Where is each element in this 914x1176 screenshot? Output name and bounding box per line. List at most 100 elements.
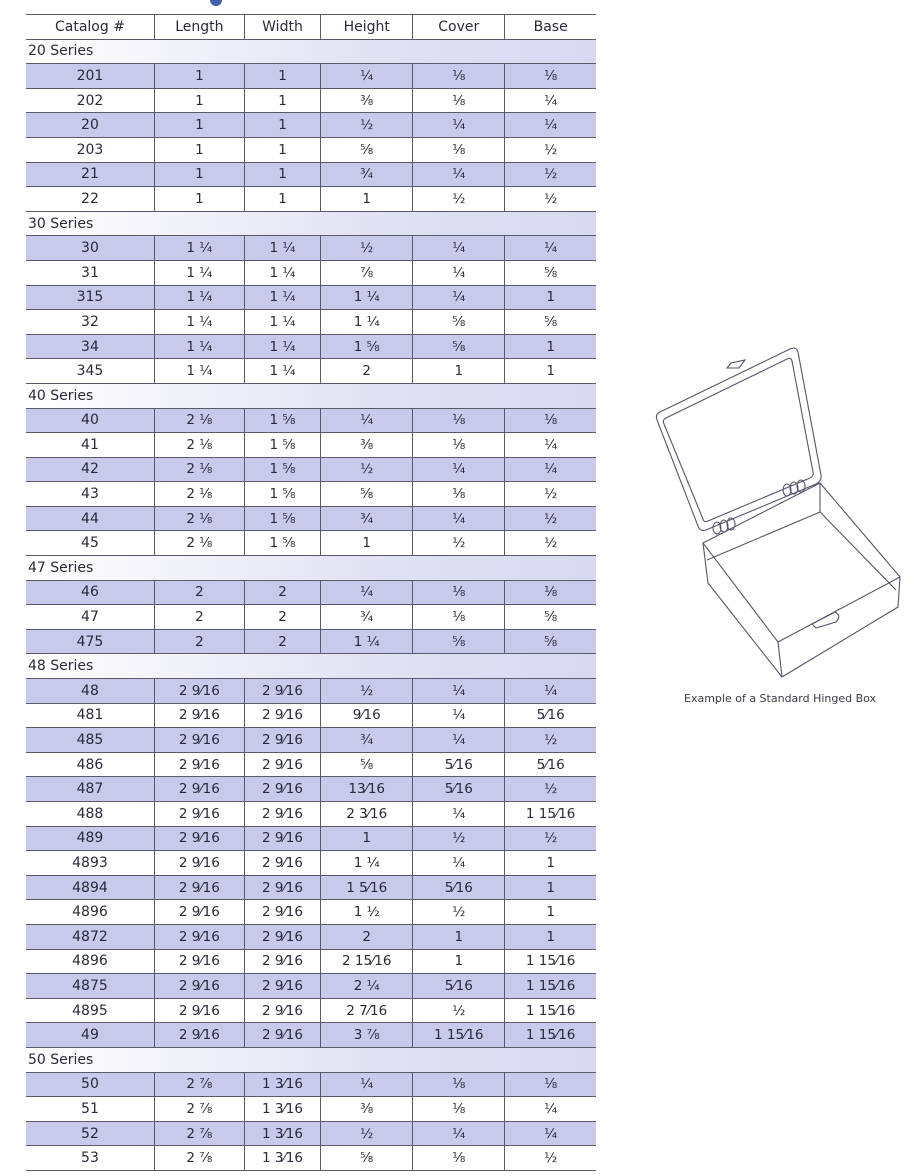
cell-height: 1 [320,530,413,557]
cell-cover: 5⁄16 [412,776,505,802]
cell-width: 2 9⁄16 [243,703,321,729]
cell-base: 1 15⁄16 [504,973,596,999]
series-header-row: 50 Series [26,1047,596,1073]
cell-base: ½ [504,826,596,852]
cell-width: 1 ¼ [243,358,321,384]
cell-length: 2 ⅛ [153,408,245,434]
cell-height: 1 ½ [320,899,413,925]
cell-height: 2 ¼ [320,973,413,999]
column-header-catalog: Catalog # [26,14,155,40]
cell-cover: ½ [412,899,505,925]
cell-width: 2 9⁄16 [243,924,321,950]
cell-base: ⅛ [504,1072,596,1098]
cell-width: 1 ¼ [243,334,321,360]
cell-length: 2 ⅛ [153,457,245,483]
cell-catalog: 475 [26,629,155,655]
cell-width: 2 9⁄16 [243,801,321,827]
cell-width: 2 [243,604,321,630]
cell-base: 1 15⁄16 [504,1022,596,1048]
cell-width: 2 9⁄16 [243,998,321,1024]
series-label: 30 Series [26,211,596,237]
cell-base: ¼ [504,1096,596,1122]
cell-cover: ¼ [412,1121,505,1147]
cell-catalog: 41 [26,432,155,458]
cell-catalog: 489 [26,826,155,852]
cell-cover: ¼ [412,727,505,753]
column-header-length: Length [153,14,245,40]
cell-width: 1 [243,112,321,138]
cell-catalog: 4896 [26,899,155,925]
cell-length: 2 9⁄16 [153,973,245,999]
cell-base: ½ [504,481,596,507]
cell-width: 2 [243,629,321,655]
cell-length: 1 ¼ [153,235,245,261]
cell-height: 9⁄16 [320,703,413,729]
cell-height: 2 3⁄16 [320,801,413,827]
cell-length: 1 [153,137,245,163]
cell-height: 2 [320,924,413,950]
cell-base: ¼ [504,1121,596,1147]
cell-length: 1 ¼ [153,309,245,335]
cell-base: ⅝ [504,260,596,286]
cell-cover: ¼ [412,801,505,827]
cell-base: ¼ [504,678,596,704]
cell-base: ½ [504,506,596,532]
cell-cover: ⅛ [412,1145,505,1171]
table-row: 4875 2 9⁄16 2 9⁄16 2 ¼ 5⁄16 1 15⁄16 [26,973,596,999]
cell-cover: ¼ [412,506,505,532]
cell-length: 2 [153,604,245,630]
table-row: 202 1 1 ⅜ ⅛ ¼ [26,88,596,114]
cell-height: ⅜ [320,88,413,114]
hinged-box-illustration [655,347,901,678]
cell-height: 2 [320,358,413,384]
cell-height: 2 15⁄16 [320,949,413,975]
cell-base: 1 [504,875,596,901]
cell-cover: ½ [412,530,505,557]
cell-length: 2 ⅛ [153,432,245,458]
series-header-row: 48 Series [26,653,596,680]
cell-base: ¼ [504,457,596,483]
cell-cover: 1 15⁄16 [412,1022,505,1048]
cell-catalog: 42 [26,457,155,483]
cell-cover: ½ [412,826,505,852]
cell-height: ¼ [320,408,413,434]
cell-catalog: 488 [26,801,155,827]
cell-catalog: 47 [26,604,155,630]
cell-base: ⅛ [504,63,596,89]
cell-cover: ⅛ [412,88,505,114]
table-row: 48 2 9⁄16 2 9⁄16 ½ ¼ ¼ [26,678,596,704]
cell-width: 1 ⅝ [243,432,321,458]
cell-catalog: 481 [26,703,155,729]
cell-length: 1 [153,162,245,188]
cell-length: 2 ⅛ [153,530,245,557]
table-row: 486 2 9⁄16 2 9⁄16 ⅝ 5⁄16 5⁄16 [26,752,596,778]
cell-base: ½ [504,137,596,163]
cell-base: ¼ [504,112,596,138]
cell-width: 1 ⅝ [243,530,321,557]
table-row: 485 2 9⁄16 2 9⁄16 ¾ ¼ ½ [26,727,596,753]
cell-height: ½ [320,457,413,483]
cell-base: 1 [504,899,596,925]
cell-width: 1 [243,88,321,114]
cell-base: ½ [504,162,596,188]
cell-length: 2 9⁄16 [153,1022,245,1048]
cell-catalog: 45 [26,530,155,557]
cell-width: 2 9⁄16 [243,949,321,975]
cell-length: 2 9⁄16 [153,826,245,852]
cell-base: ¼ [504,432,596,458]
cell-width: 1 ⅝ [243,506,321,532]
cell-length: 2 ⅞ [153,1145,245,1171]
cell-width: 1 3⁄16 [243,1145,321,1171]
column-header-height: Height [320,14,413,40]
cell-height: ¾ [320,506,413,532]
cell-width: 1 ⅝ [243,457,321,483]
cell-length: 2 ⅞ [153,1096,245,1122]
